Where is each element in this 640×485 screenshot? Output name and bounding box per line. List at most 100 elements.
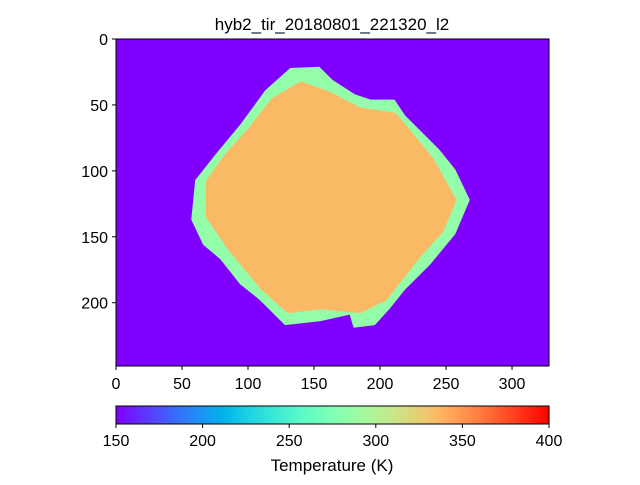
colorbar-segment [227,406,233,424]
colorbar-segment [339,406,344,424]
colorbar-segment [260,406,265,424]
colorbar-segment [253,406,258,424]
colorbar-segment [303,406,308,424]
colorbar-segment [144,406,150,424]
y-tick-label: 0 [99,32,108,49]
colorbar-segment [354,406,359,424]
colorbar-segment [361,406,366,424]
colorbar-segment [422,406,427,424]
colorbar-segment [325,406,330,424]
colorbar-segment [541,406,546,424]
colorbar-segment [480,406,485,424]
heatmap-region [205,81,457,314]
colorbar-segment [426,406,431,424]
colorbar-segment [491,406,496,424]
colorbar-segment [393,406,399,424]
colorbar-tick-label: 350 [449,433,476,450]
colorbar-segment [534,406,539,424]
colorbar-segment [162,406,168,424]
colorbar-segment [509,406,514,424]
colorbar-segment [447,406,453,424]
colorbar-segment [310,406,316,424]
colorbar-segment [397,406,402,424]
colorbar-segment [307,406,312,424]
colorbar-segment [249,406,254,424]
colorbar-segment [231,406,236,424]
colorbar-segment [328,406,334,424]
colorbar-segment [141,406,146,424]
colorbar-segment [375,406,381,424]
colorbar-segment [123,406,128,424]
colorbar-frame [115,405,550,425]
colorbar-segment [137,406,142,424]
colorbar-segment [484,406,489,424]
colorbar-segment [271,406,276,424]
colorbar-segment [180,406,186,424]
colorbar-segment [487,406,492,424]
colorbar-segment [318,406,323,424]
colorbar-segment [408,406,413,424]
colorbar-segment [321,406,326,424]
colorbar-segment [520,406,525,424]
colorbar-segment [343,406,348,424]
colorbar-segment [404,406,409,424]
colorbar-segment [357,406,362,424]
colorbar-segment [523,406,528,424]
colorbar-segment [285,406,290,424]
colorbar-segment [184,406,189,424]
colorbar-segment [415,406,420,424]
colorbar-segment [458,406,463,424]
colorbar-segment [314,406,319,424]
y-tick-label: 200 [81,296,108,313]
colorbar-segment [368,406,373,424]
colorbar-segment [462,406,467,424]
colorbar-segment [401,406,406,424]
colorbar-segment [466,406,471,424]
colorbar-segment [202,406,207,424]
y-tick-label: 150 [81,230,108,247]
colorbar-segment [527,406,532,424]
colorbar-segment [502,406,507,424]
colorbar-segment [220,406,225,424]
colorbar-segment [372,406,377,424]
colorbar-segment [170,406,175,424]
colorbar-tick-label: 300 [362,433,389,450]
colorbar-segment [336,406,341,424]
colorbar-segment [245,406,251,424]
colorbar-segment [198,406,204,424]
colorbar-segment [379,406,384,424]
colorbar-segment [191,406,196,424]
colorbar-segment [224,406,229,424]
colorbar-segment [473,406,478,424]
x-tick-label: 100 [235,376,262,393]
colorbar-segment [173,406,178,424]
colorbar-segment [152,406,157,424]
colorbar-segment [455,406,460,424]
plot-frame [115,38,550,367]
colorbar-segment [469,406,474,424]
colorbar-segment [188,406,193,424]
y-tick-label: 100 [81,164,108,181]
colorbar-segment [538,406,543,424]
colorbar-segment [274,406,279,424]
colorbar-segment [383,406,388,424]
colorbar-segment [213,406,218,424]
colorbar-segment [134,406,139,424]
colorbar-segment [429,406,435,424]
colorbar-segment [278,406,283,424]
colorbar-segment [148,406,153,424]
colorbar-segment [209,406,215,424]
colorbar-segment [235,406,240,424]
colorbar-segment [292,406,298,424]
colorbar-segment [530,406,536,424]
colorbar-segment [516,406,521,424]
colorbar-segment [166,406,171,424]
colorbar-segment [433,406,438,424]
colorbar-segment [300,406,305,424]
colorbar-segment [155,406,160,424]
colorbar-segment [419,406,424,424]
y-tick-label: 50 [90,98,108,115]
colorbar-segment [242,406,247,424]
